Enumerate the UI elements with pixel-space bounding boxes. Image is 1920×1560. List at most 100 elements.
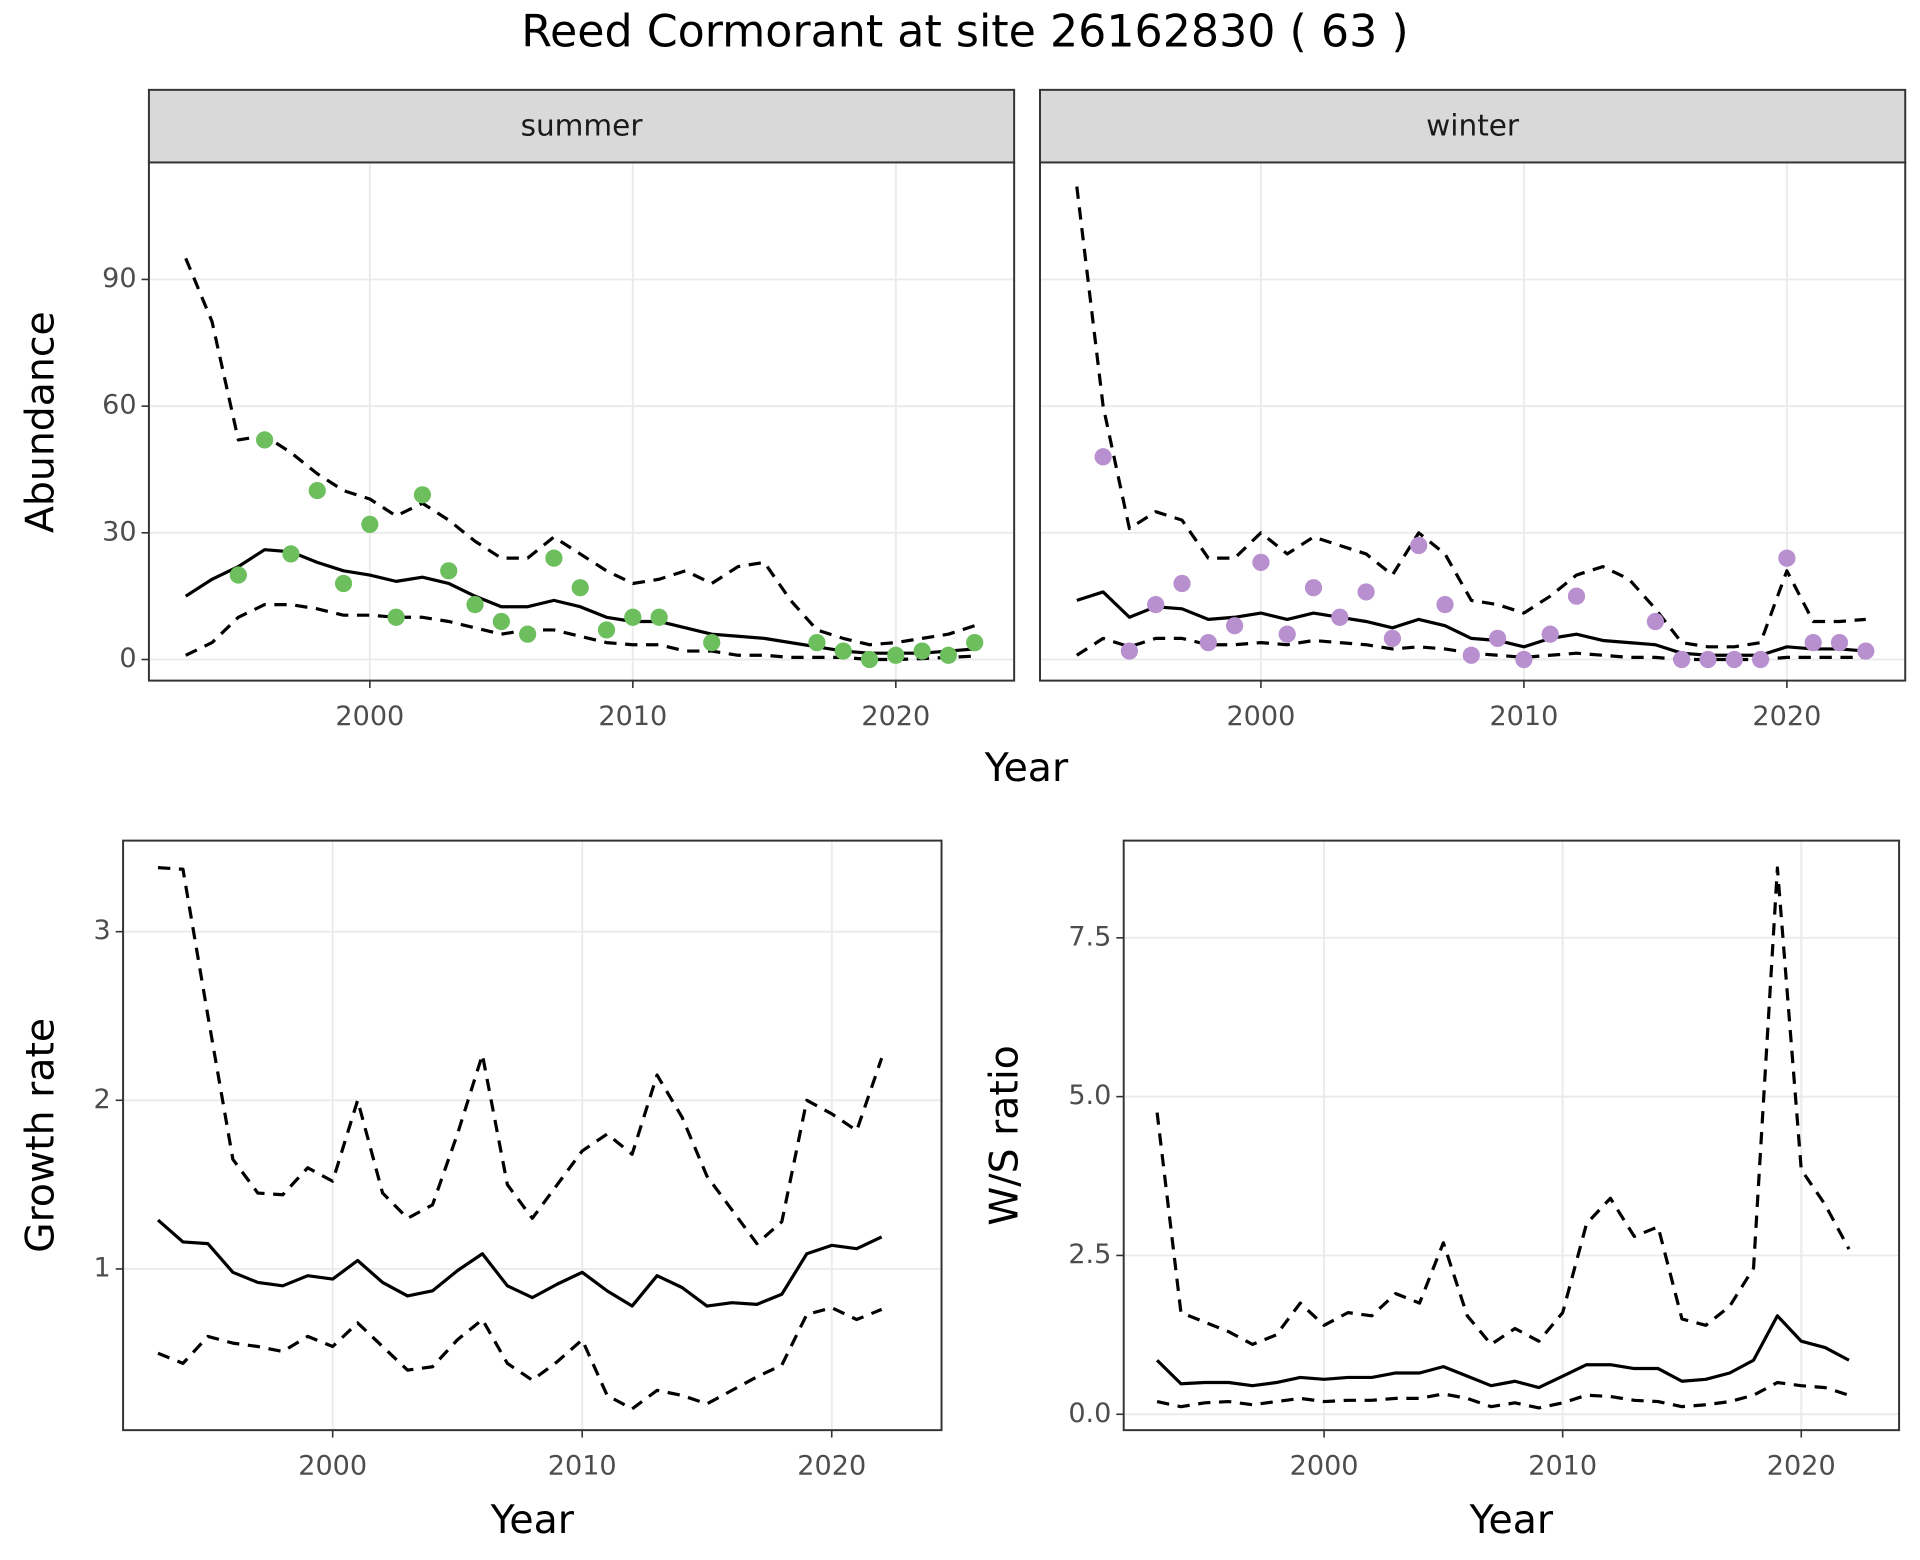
data-point xyxy=(1331,608,1349,626)
data-point xyxy=(1541,625,1559,643)
data-point xyxy=(1357,583,1375,601)
data-point xyxy=(1383,629,1402,648)
x-tick-label: 2020 xyxy=(1767,1451,1836,1482)
data-point xyxy=(334,574,353,593)
data-point xyxy=(887,646,905,664)
data-point xyxy=(466,595,484,614)
panel-background xyxy=(123,840,942,1431)
interval-line xyxy=(157,1306,883,1411)
y-axis-title: Abundance xyxy=(18,311,64,533)
data-point xyxy=(282,545,300,563)
facet-strip xyxy=(147,88,1016,164)
y-axis-title: W/S ratio xyxy=(981,1045,1027,1226)
y-tick-label: 0.0 xyxy=(1068,1398,1111,1429)
data-point xyxy=(1173,574,1191,593)
interval-line xyxy=(1075,186,1866,649)
data-point xyxy=(361,515,379,533)
data-point xyxy=(413,486,432,504)
y-tick-label: 0 xyxy=(119,643,136,674)
data-point xyxy=(1725,650,1743,669)
data-point xyxy=(1094,448,1112,466)
x-tick-label: 2000 xyxy=(1226,701,1295,732)
x-tick-label: 2020 xyxy=(1752,701,1821,732)
data-point xyxy=(1410,536,1428,555)
data-point xyxy=(597,621,616,639)
data-point xyxy=(939,646,958,664)
data-point xyxy=(1751,650,1770,669)
data-point xyxy=(1778,549,1796,567)
plot-area xyxy=(156,865,884,1411)
panel-background xyxy=(1040,162,1906,681)
data-point xyxy=(571,579,589,597)
data-point xyxy=(1699,650,1717,669)
data-point xyxy=(913,642,931,660)
data-point xyxy=(1804,633,1822,652)
data-point xyxy=(1515,650,1533,669)
data-point xyxy=(1567,587,1586,605)
panel-background xyxy=(148,162,1015,681)
data-point xyxy=(440,562,458,580)
y-tick-label: 30 xyxy=(102,516,136,547)
plot-area xyxy=(1075,186,1875,669)
panel-border xyxy=(122,839,943,1432)
data-point xyxy=(229,566,247,584)
y-tick-label: 90 xyxy=(102,263,136,294)
data-point xyxy=(966,633,984,652)
data-point xyxy=(256,431,274,449)
y-tick-label: 3 xyxy=(94,915,111,946)
data-point xyxy=(492,612,510,631)
data-point xyxy=(703,633,721,652)
data-point xyxy=(387,608,405,626)
y-tick-label: 60 xyxy=(102,390,136,421)
x-tick-label: 2010 xyxy=(1489,701,1558,732)
data-point xyxy=(650,608,668,626)
data-point xyxy=(1488,629,1507,648)
data-point xyxy=(519,625,537,643)
plot-area xyxy=(1155,866,1851,1410)
interval-line xyxy=(157,865,884,1246)
x-tick-label: 2010 xyxy=(1528,1451,1597,1482)
facet-label: winter xyxy=(1426,108,1520,142)
x-tick-label: 2000 xyxy=(335,701,404,732)
x-tick-label: 2020 xyxy=(861,701,930,732)
interval-line xyxy=(1156,1380,1850,1410)
x-axis-title: Year xyxy=(1469,1497,1554,1543)
mean-line xyxy=(1155,1314,1850,1390)
y-tick-label: 7.5 xyxy=(1068,921,1111,952)
data-point xyxy=(834,642,852,660)
x-tick-label: 2010 xyxy=(548,1451,617,1482)
y-tick-label: 5.0 xyxy=(1068,1080,1111,1111)
data-point xyxy=(308,481,326,500)
panel-border xyxy=(147,161,1016,682)
data-point xyxy=(1673,650,1691,669)
data-point xyxy=(1830,633,1849,652)
panel-border xyxy=(1122,839,1901,1432)
x-axis-title: Year xyxy=(984,745,1069,791)
x-tick-label: 2020 xyxy=(797,1451,866,1482)
x-tick-label: 2000 xyxy=(298,1451,367,1482)
data-point xyxy=(860,650,879,669)
figure-title: Reed Cormorant at site 26162830 ( 63 ) xyxy=(521,6,1408,57)
data-point xyxy=(1857,642,1875,660)
data-point xyxy=(1436,595,1454,614)
facet-label: summer xyxy=(521,108,644,142)
y-axis-title: Growth rate xyxy=(18,1018,64,1253)
data-point xyxy=(1199,633,1217,652)
data-point xyxy=(545,549,563,567)
plot-area xyxy=(184,257,984,669)
data-point xyxy=(1646,612,1665,631)
x-tick-label: 2000 xyxy=(1290,1451,1359,1482)
data-point xyxy=(1304,579,1323,597)
data-point xyxy=(1147,595,1165,614)
data-point xyxy=(624,608,642,626)
data-point xyxy=(1120,642,1139,660)
y-tick-label: 2.5 xyxy=(1068,1239,1111,1270)
x-axis-title: Year xyxy=(490,1497,575,1543)
interval-line xyxy=(184,257,976,647)
y-tick-label: 2 xyxy=(94,1084,111,1115)
data-point xyxy=(808,633,826,652)
x-tick-label: 2010 xyxy=(598,701,667,732)
interval-line xyxy=(1155,866,1851,1346)
